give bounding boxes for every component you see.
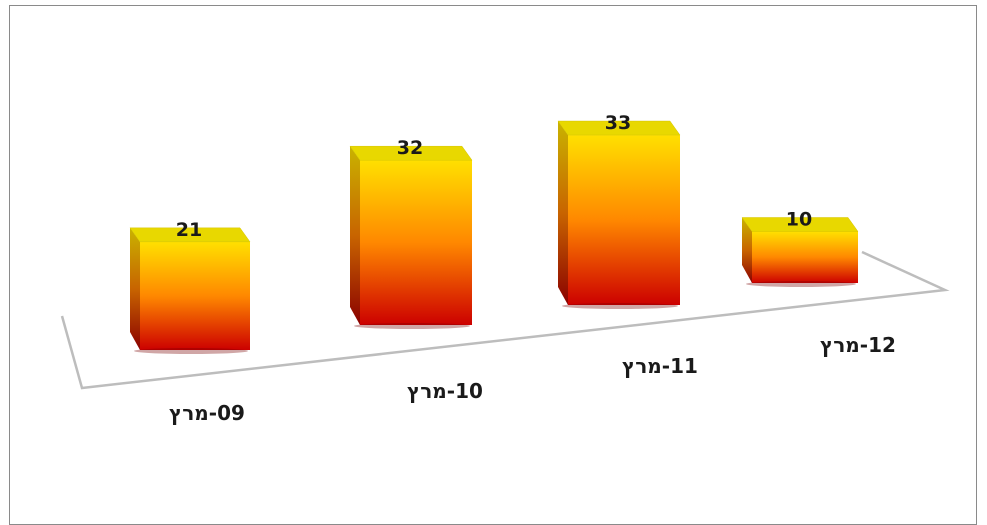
category-label-3: 11-מרץ [622, 354, 698, 378]
bars [129, 120, 859, 354]
bar-top-face [349, 145, 473, 161]
bar-top-face [741, 217, 859, 232]
data-label-2: 32 [397, 137, 423, 159]
bar-front-face [568, 135, 680, 305]
bar-front-face [140, 241, 250, 350]
bar-2 [349, 145, 473, 329]
bar-front-face [360, 160, 472, 325]
floor-outline [60, 250, 950, 390]
category-labels: 09-מרץ 10-מרץ 11-מרץ 12-מרץ [169, 333, 896, 425]
bar-top-face [129, 227, 251, 243]
data-label-4: 10 [786, 209, 812, 231]
bar-side-face [130, 227, 140, 350]
bar-shadow [134, 348, 248, 354]
bar-1 [129, 227, 251, 354]
bar-side-face [558, 121, 568, 305]
category-label-4: 12-מרץ [820, 333, 896, 357]
bar-4 [741, 217, 859, 287]
bar-3 [557, 120, 681, 309]
data-labels: 21 32 33 10 [176, 112, 812, 241]
bar-top-face [557, 120, 681, 136]
bar-side-face [742, 217, 752, 283]
chart-floor [60, 250, 950, 390]
category-label-2: 10-מרץ [407, 379, 483, 403]
bar-shadow [354, 323, 470, 329]
category-label-1: 09-מרץ [169, 401, 245, 425]
bar-front-face [752, 231, 858, 283]
bar-shadow [562, 303, 678, 309]
data-label-3: 33 [605, 112, 631, 134]
bar-side-face [350, 146, 360, 325]
bar-shadow [746, 281, 856, 287]
data-label-1: 21 [176, 219, 202, 241]
